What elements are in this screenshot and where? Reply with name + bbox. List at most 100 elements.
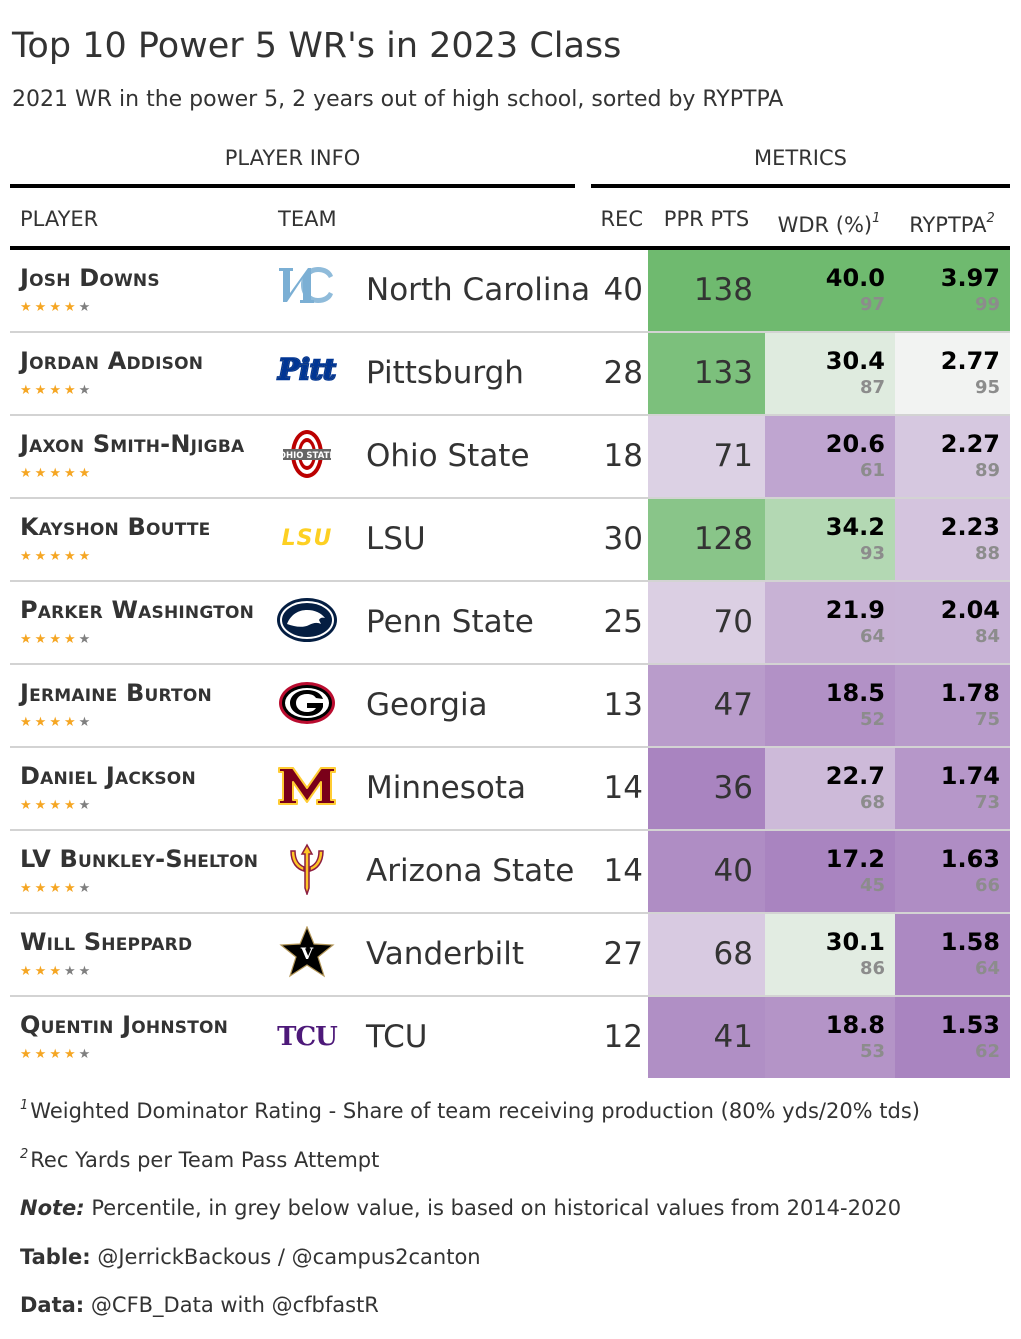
star-filled-icon: ★ — [34, 383, 50, 398]
svg-text:Pitt: Pitt — [277, 353, 336, 386]
column-header-team: TEAM — [278, 207, 337, 231]
star-filled-icon: ★ — [34, 1047, 50, 1062]
ryptpa-percentile: 95 — [974, 377, 1000, 398]
wdr-percentile: 45 — [859, 875, 885, 896]
footnote-2-mark: 2 — [20, 1147, 29, 1162]
star-empty-icon: ★ — [78, 383, 94, 398]
table-row: Jermaine Burton ★★★★★ Georgia 13 47 18.5 52 1.7… — [10, 665, 1010, 748]
wdr-value: 40.0 — [825, 264, 885, 292]
penn-state-logo — [275, 594, 339, 646]
star-filled-icon: ★ — [20, 466, 35, 481]
star-filled-icon: ★ — [34, 715, 50, 730]
ppr-cell: 71 — [648, 416, 765, 497]
team-name: TCU — [366, 1019, 428, 1055]
player-name: Daniel Jackson — [20, 762, 196, 790]
ryptpa-percentile: 66 — [974, 875, 1000, 896]
svg-text:OHIO STATE: OHIO STATE — [279, 451, 336, 461]
star-filled-icon: ★ — [49, 715, 64, 730]
column-header-wdr-label: WDR (%) — [777, 213, 873, 237]
table-row: Jaxon Smith-Njigba ★★★★★ OHIO STATE Ohio St… — [10, 416, 1010, 499]
star-rating: ★★★★★ — [20, 715, 93, 730]
star-rating: ★★★★★ — [20, 466, 93, 481]
player-name: Kayshon Boutte — [20, 513, 211, 541]
ryptpa-cell: 1.58 64 — [895, 914, 1010, 995]
chart-title: Top 10 Power 5 WR's in 2023 Class — [12, 26, 622, 66]
table-credit: Table: @JerrickBackous / @campus2canton — [20, 1245, 481, 1269]
chart-subtitle: 2021 WR in the power 5, 2 years out of h… — [12, 87, 784, 112]
star-filled-icon: ★ — [49, 549, 64, 564]
ryptpa-cell: 2.04 84 — [895, 582, 1010, 663]
table-row: Parker Washington ★★★★★ Penn State 25 70 21.9… — [10, 582, 1010, 665]
arizona-state-logo — [275, 843, 339, 897]
ryptpa-percentile: 73 — [974, 792, 1000, 813]
star-filled-icon: ★ — [78, 549, 94, 564]
star-filled-icon: ★ — [34, 300, 50, 315]
star-empty-icon: ★ — [78, 881, 94, 896]
star-filled-icon: ★ — [49, 466, 64, 481]
star-filled-icon: ★ — [49, 383, 64, 398]
star-filled-icon: ★ — [20, 1047, 35, 1062]
spanner-player-info-rule — [10, 184, 575, 188]
star-filled-icon: ★ — [34, 549, 50, 564]
spanner-metrics: METRICS — [754, 146, 847, 170]
star-empty-icon: ★ — [78, 632, 94, 647]
player-name: Jaxon Smith-Njigba — [20, 430, 245, 458]
table-row: Jordan Addison ★★★★★ Pitt Pitt Pittsburgh 28 1… — [10, 333, 1010, 416]
column-header-ryptpa: RYPTPA2 — [898, 204, 1006, 240]
star-filled-icon: ★ — [49, 964, 64, 979]
star-filled-icon: ★ — [63, 632, 79, 647]
ppr-cell: 70 — [648, 582, 765, 663]
team-name: Minnesota — [366, 770, 526, 806]
rec-value: 28 — [603, 355, 643, 391]
spanner-player-info: PLAYER INFO — [224, 146, 361, 170]
ryptpa-percentile: 88 — [974, 543, 1000, 564]
star-filled-icon: ★ — [20, 300, 35, 315]
ppr-cell: 41 — [648, 997, 765, 1078]
lsu-logo: LSU — [275, 511, 339, 563]
ppr-value: 36 — [713, 770, 753, 806]
wdr-cell: 20.6 61 — [765, 416, 895, 497]
table-row: Josh Downs ★★★★★ North Carolina 40 138 40.0 97… — [10, 250, 1010, 333]
star-empty-icon: ★ — [78, 715, 94, 730]
column-header-wdr: WDR (%)1 — [770, 204, 888, 240]
ryptpa-value: 1.53 — [940, 1011, 1000, 1039]
ppr-value: 138 — [693, 272, 753, 308]
ryptpa-cell: 2.27 89 — [895, 416, 1010, 497]
rec-value: 12 — [603, 1019, 643, 1055]
wdr-value: 18.8 — [825, 1011, 885, 1039]
svg-text:LSU: LSU — [282, 526, 333, 551]
unc-logo — [275, 262, 339, 314]
team-name: Georgia — [366, 687, 488, 723]
star-filled-icon: ★ — [63, 383, 79, 398]
table-credit-label: Table: — [20, 1245, 91, 1269]
player-name: Jermaine Burton — [20, 679, 212, 707]
ryptpa-value: 1.74 — [940, 762, 1000, 790]
data-credit: Data: @CFB_Data with @cfbfastR — [20, 1293, 379, 1317]
column-header-rec: REC — [600, 207, 643, 231]
data-credit-text: @CFB_Data with @cfbfastR — [90, 1293, 379, 1317]
player-name: Parker Washington — [20, 596, 255, 624]
table-row: Kayshon Boutte ★★★★★ LSU LSU 30 128 34.2 93 2.23… — [10, 499, 1010, 582]
star-filled-icon: ★ — [20, 632, 35, 647]
team-name: Ohio State — [366, 438, 530, 474]
ppr-cell: 68 — [648, 914, 765, 995]
star-empty-icon: ★ — [78, 300, 94, 315]
ryptpa-percentile: 99 — [974, 294, 1000, 315]
wdr-value: 30.4 — [825, 347, 885, 375]
star-filled-icon: ★ — [49, 300, 64, 315]
wdr-percentile: 64 — [859, 626, 885, 647]
team-name: North Carolina — [366, 272, 591, 308]
star-rating: ★★★★★ — [20, 881, 93, 896]
ppr-value: 128 — [693, 521, 753, 557]
wdr-value: 18.5 — [825, 679, 885, 707]
table-row: LV Bunkley-Shelton ★★★★★ Arizona State 14 40… — [10, 831, 1010, 914]
wdr-cell: 34.2 93 — [765, 499, 895, 580]
wdr-cell: 40.0 97 — [765, 250, 895, 331]
star-rating: ★★★★★ — [20, 383, 93, 398]
ppr-value: 71 — [713, 438, 753, 474]
footnote-1-mark: 1 — [20, 1098, 29, 1113]
wdr-cell: 17.2 45 — [765, 831, 895, 912]
wdr-value: 21.9 — [825, 596, 885, 624]
ohio-state-logo: OHIO STATE — [275, 428, 339, 480]
star-filled-icon: ★ — [49, 632, 64, 647]
